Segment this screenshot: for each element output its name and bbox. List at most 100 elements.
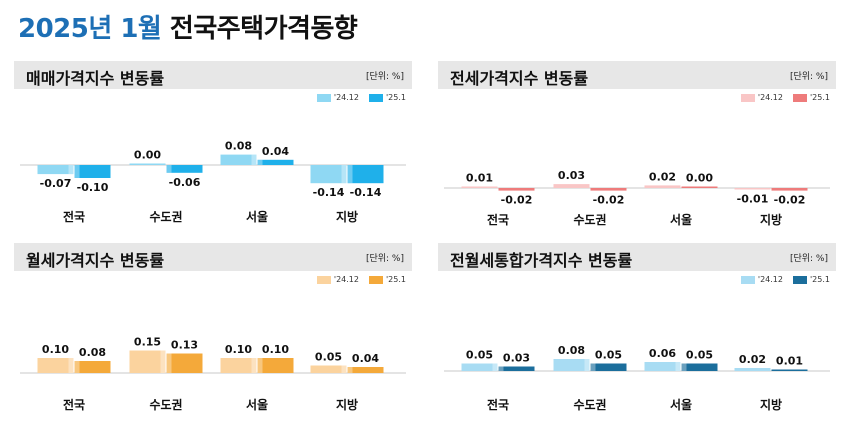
bar-highlight — [166, 165, 172, 173]
bar-prev — [37, 165, 74, 175]
bar-curr — [771, 188, 808, 191]
chart-title: 전월세통합가격지수 변동률 — [450, 251, 633, 270]
panel-header: 매매가격지수 변동률 [단위: %] — [14, 61, 412, 89]
panel-header: 전세가격지수 변동률 [단위: %] — [438, 61, 836, 89]
bar-prev — [129, 163, 166, 165]
bar-highlight — [590, 363, 596, 371]
bar-prev — [461, 186, 498, 188]
legend-item-prev: '24.12 — [740, 93, 783, 102]
bar-highlight — [160, 350, 166, 373]
bar-prev — [734, 368, 771, 371]
data-label: 0.13 — [171, 339, 198, 352]
bar-prev — [644, 185, 681, 188]
bar-prev — [220, 358, 257, 373]
chart-title: 전세가격지수 변동률 — [450, 69, 589, 88]
bar-curr — [166, 353, 203, 373]
legend-item-curr: '25.1 — [792, 275, 830, 284]
category-label: 수도권 — [573, 398, 606, 412]
category-label: 전국 — [487, 212, 509, 227]
data-label: -0.02 — [593, 194, 625, 207]
data-label: -0.14 — [313, 186, 345, 199]
data-label: 0.10 — [42, 343, 69, 356]
bar-curr — [257, 358, 294, 373]
bar-prev — [310, 365, 347, 373]
legend-swatch — [740, 93, 755, 102]
bar-curr — [498, 366, 535, 371]
legend-label: '24.12 — [333, 275, 359, 284]
bar-highlight — [492, 363, 498, 371]
bar-prev — [553, 359, 590, 371]
bar-curr — [166, 165, 203, 173]
legend-label: '24.12 — [757, 275, 783, 284]
bar-prev — [553, 184, 590, 188]
category-label: 수도권 — [149, 210, 182, 224]
legend-label: '25.1 — [809, 93, 830, 102]
title-main: 전국주택가격동향 — [169, 14, 358, 44]
legend-item-curr: '25.1 — [368, 93, 406, 102]
legend-swatch — [368, 275, 383, 284]
legend-label: '25.1 — [385, 275, 406, 284]
legend-swatch — [316, 275, 331, 284]
data-label: -0.10 — [77, 181, 109, 194]
unit-label: [단위: %] — [789, 254, 828, 264]
combined-chart-panel: 전월세통합가격지수 변동률 [단위: %] '24.12 '25.1 0.05 0… — [438, 243, 836, 423]
data-label: 0.04 — [352, 352, 379, 365]
panel-header: 월세가격지수 변동률 [단위: %] — [14, 243, 412, 271]
data-label: -0.07 — [40, 177, 72, 190]
bar-highlight — [347, 165, 353, 184]
sale-chart-panel: 매매가격지수 변동률 [단위: %] '24.12 '25.1 -0.07 -0.… — [14, 61, 412, 241]
data-label: -0.14 — [350, 186, 382, 199]
bar-curr — [74, 361, 111, 373]
category-label: 전국 — [63, 209, 85, 224]
sale-chart-svg: -0.07 -0.10 전국 0.00 -0.06 수도권 0.08 0.04 서울 -0.14-… — [20, 140, 406, 224]
data-label: 0.05 — [686, 349, 713, 362]
data-label: 0.00 — [686, 172, 713, 185]
bar-highlight — [68, 358, 74, 373]
bar-highlight — [68, 165, 74, 175]
bar-curr — [347, 367, 384, 373]
bar-curr — [771, 369, 808, 371]
data-label: 0.03 — [503, 352, 530, 365]
unit-label: [단위: %] — [365, 72, 404, 82]
category-label: 지방 — [760, 212, 782, 227]
data-label: 0.05 — [466, 349, 493, 362]
jeonse-chart-panel: 전세가격지수 변동률 [단위: %] '24.12 '25.1 0.01 -0.0… — [438, 61, 836, 241]
data-label: 0.10 — [262, 343, 289, 356]
category-label: 서울 — [246, 397, 268, 412]
category-label: 수도권 — [573, 213, 606, 227]
data-label: -0.01 — [737, 193, 769, 206]
data-label: 0.01 — [466, 172, 493, 185]
chart-legend: '24.12 '25.1 — [740, 93, 830, 102]
data-label: 0.05 — [315, 351, 342, 364]
bar-highlight — [675, 362, 681, 371]
bar-curr — [74, 165, 111, 178]
legend-label: '25.1 — [809, 275, 830, 284]
unit-label: [단위: %] — [789, 72, 828, 82]
title-year: 2025년 1월 — [18, 14, 162, 44]
category-label: 전국 — [487, 397, 509, 412]
data-label: 0.00 — [134, 149, 161, 162]
data-label: 0.02 — [649, 170, 676, 183]
panel-header: 전월세통합가격지수 변동률 [단위: %] — [438, 243, 836, 271]
category-label: 지방 — [760, 397, 782, 412]
category-label: 전국 — [63, 397, 85, 412]
data-label: 0.08 — [558, 344, 585, 357]
bar-highlight — [74, 361, 80, 373]
bar-prev — [644, 362, 681, 371]
data-label: 0.02 — [739, 353, 766, 366]
data-label: 0.04 — [262, 145, 289, 158]
data-label: 0.03 — [558, 169, 585, 182]
chart-title: 매매가격지수 변동률 — [26, 69, 165, 88]
category-label: 수도권 — [149, 398, 182, 412]
data-label: -0.06 — [169, 176, 201, 189]
jeonse-chart-svg: 0.01 -0.02 전국 0.03 -0.02 수도권 0.02 0.00 서울 -0.01 -0… — [444, 169, 830, 227]
page-title: 2025년 1월 전국주택가격동향 — [18, 8, 358, 45]
bar-curr — [590, 188, 627, 191]
legend-swatch — [316, 93, 331, 102]
bar-curr — [347, 165, 384, 184]
bar-curr — [681, 363, 718, 371]
data-label: -0.02 — [774, 194, 806, 207]
data-label: 0.06 — [649, 347, 676, 360]
bar-highlight — [341, 165, 347, 184]
bar-prev — [734, 188, 771, 190]
